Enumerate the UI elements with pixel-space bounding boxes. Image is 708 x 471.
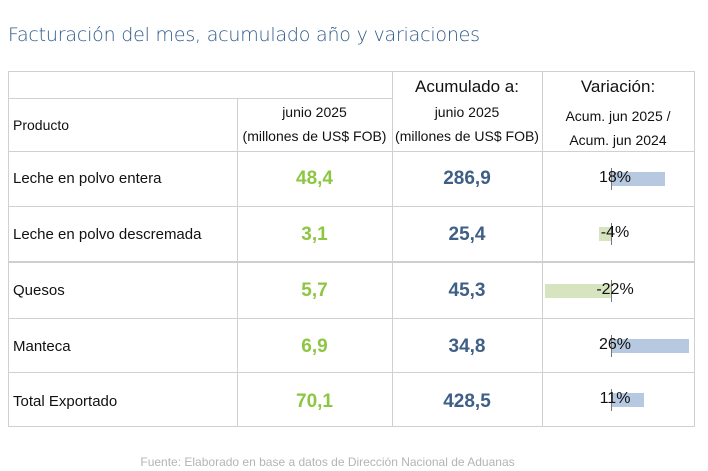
page-title: Facturación del mes, acumulado año y var…	[8, 24, 480, 46]
product-name: Leche en polvo entera	[13, 170, 162, 187]
month-value: 5,7	[301, 280, 328, 301]
variation-label: 26%	[598, 336, 632, 353]
variation-axis	[611, 168, 612, 190]
product-name: Total Exportado	[13, 393, 118, 410]
product-name: Quesos	[13, 282, 65, 299]
variation-axis	[611, 335, 612, 357]
variation-cell: 18%	[543, 152, 695, 206]
header-month-unit: (millones de US$ FOB)	[242, 128, 387, 144]
acum-value: 25,4	[448, 224, 486, 245]
source-note: Fuente: Elaborado en base a datos de Dir…	[140, 455, 515, 469]
variation-bar	[611, 339, 689, 353]
variation-cell: -22%	[543, 263, 695, 318]
month-value: 6,9	[301, 336, 328, 357]
header-acum-unit: (millones de US$ FOB)	[395, 128, 539, 144]
month-value: 70,1	[296, 391, 333, 412]
variation-label: 11%	[599, 390, 631, 407]
header-var-line1: Acum. jun 2025 /	[565, 108, 671, 124]
header-acum-period: junio 2025	[434, 104, 500, 120]
header-variacion: Variación:	[580, 77, 656, 96]
month-value: 48,4	[296, 168, 333, 189]
product-name: Manteca	[13, 338, 71, 355]
header-acumulado: Acumulado a:	[415, 77, 519, 96]
acum-value: 34,8	[448, 336, 486, 357]
acum-value: 45,3	[448, 280, 486, 301]
variation-bar	[611, 393, 644, 407]
variation-bar	[611, 172, 665, 186]
row-divider	[9, 372, 694, 373]
variation-axis	[611, 280, 612, 302]
column-divider	[542, 72, 543, 426]
variation-cell: -4%	[543, 207, 695, 261]
header-producto: Producto	[13, 117, 70, 133]
column-divider	[392, 72, 393, 426]
variation-label: 18%	[598, 169, 632, 186]
header-var-line2: Acum. jun 2024	[569, 132, 667, 148]
variation-bar	[545, 284, 611, 298]
row-divider	[9, 206, 694, 207]
product-name: Leche en polvo descremada	[13, 226, 202, 243]
acum-value: 286,9	[443, 168, 491, 189]
header-month-period: junio 2025	[282, 104, 347, 120]
variation-axis	[611, 389, 612, 411]
row-divider	[9, 318, 694, 319]
variation-label: -4%	[600, 224, 630, 241]
acum-value: 428,5	[443, 391, 491, 412]
month-value: 3,1	[301, 224, 328, 245]
row-divider	[9, 261, 694, 263]
variation-cell: 26%	[543, 319, 695, 372]
variation-cell: 11%	[543, 373, 695, 426]
row-divider	[9, 151, 694, 152]
variation-bar	[599, 227, 611, 241]
variation-axis	[611, 223, 612, 245]
variation-label: -22%	[596, 281, 634, 298]
row-divider	[9, 98, 392, 99]
summary-table: Producto junio 2025 (millones de US$ FOB…	[8, 71, 695, 427]
